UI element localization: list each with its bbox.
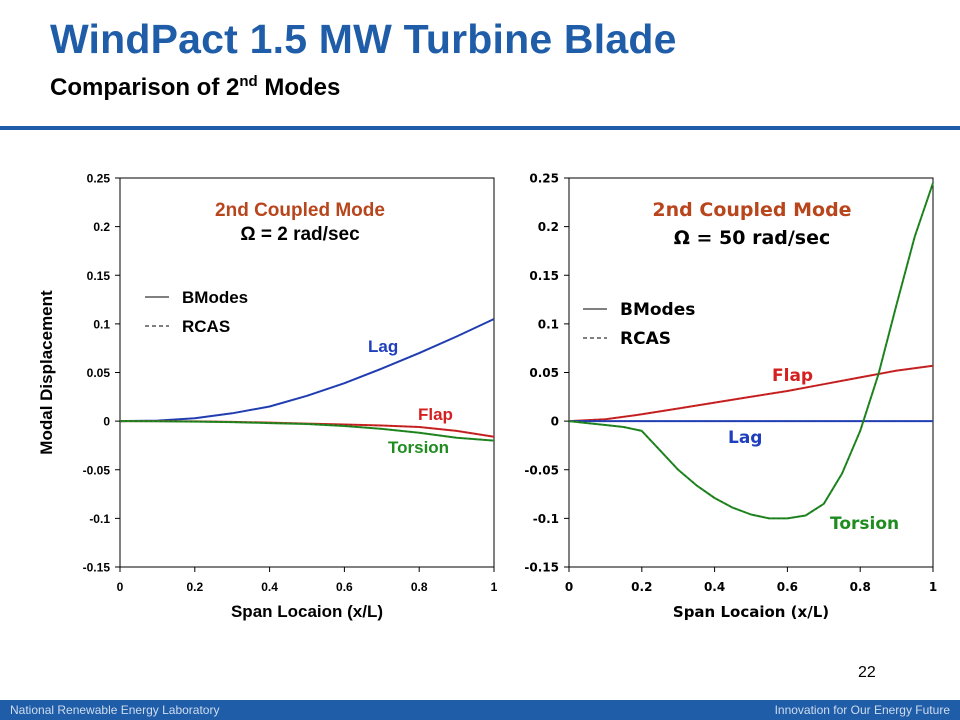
series-label-lag: Lag — [728, 428, 762, 448]
x-axis-label: Span Locaion (x/L) — [673, 603, 829, 621]
chart-subtitle: Ω = 2 rad/sec — [240, 224, 360, 245]
x-tick-label: 0.8 — [850, 580, 871, 594]
y-axis-label: Modal Displacement — [37, 290, 56, 455]
x-tick-label: 0 — [117, 580, 124, 594]
series-label-torsion: Torsion — [388, 438, 449, 457]
y-tick-label: -0.05 — [524, 463, 559, 477]
x-tick-label: 0.2 — [631, 580, 652, 594]
chart-subtitle: Ω = 50 rad/sec — [674, 227, 831, 249]
slide-subtitle: Comparison of 2nd Modes — [50, 74, 340, 102]
footer-bar: National Renewable Energy Laboratory Inn… — [0, 700, 960, 720]
x-tick-label: 1 — [929, 580, 937, 594]
y-tick-label: 0 — [103, 415, 110, 429]
series-line-rcas-torsion — [568, 182, 934, 519]
y-tick-label: 0.2 — [538, 220, 559, 234]
legend-label-rcas: RCAS — [182, 317, 230, 336]
x-tick-label: 0.2 — [186, 580, 203, 594]
series-label-flap: Flap — [772, 366, 813, 386]
chart-title: 2nd Coupled Mode — [215, 200, 385, 221]
chart-title: 2nd Coupled Mode — [652, 199, 851, 221]
y-tick-label: -0.1 — [533, 512, 559, 526]
y-tick-label: 0.15 — [529, 269, 559, 283]
y-tick-label: -0.15 — [524, 561, 559, 575]
y-tick-label: 0.15 — [87, 269, 111, 283]
x-tick-label: 0 — [565, 580, 573, 594]
x-tick-label: 0.6 — [336, 580, 353, 594]
slide-title: WindPact 1.5 MW Turbine Blade — [50, 16, 677, 62]
subtitle-superscript: nd — [239, 73, 258, 90]
footer-tagline: Innovation for Our Energy Future — [774, 703, 950, 717]
y-tick-label: 0.2 — [93, 220, 110, 234]
x-tick-label: 0.4 — [704, 580, 725, 594]
y-tick-label: 0.1 — [538, 317, 559, 331]
legend-label-bmodes: BModes — [620, 300, 695, 320]
series-line-torsion — [119, 420, 495, 442]
legend-label-bmodes: BModes — [182, 288, 248, 307]
subtitle-rest: Modes — [257, 74, 341, 101]
footer-organization: National Renewable Energy Laboratory — [10, 703, 220, 717]
x-axis-label: Span Locaion (x/L) — [231, 602, 383, 621]
series-label-lag: Lag — [368, 337, 398, 356]
x-tick-label: 0.4 — [261, 580, 278, 594]
series-label-torsion: Torsion — [830, 514, 899, 534]
y-tick-label: 0.25 — [87, 172, 111, 186]
y-tick-label: 0.05 — [529, 366, 559, 380]
y-tick-label: 0.25 — [529, 172, 559, 186]
chart-omega-50: 0.25 0.2 0.15 0.1 0.05 0 -0.05 -0.1 -0.15 0 0.2 0.4… — [500, 140, 960, 640]
chart-omega-2-svg: 0.25 0.2 0.15 0.1 0.05 0 -0.05 -0.1 -0.15 0 0.2 0.4… — [37, 172, 498, 622]
y-tick-label: 0 — [551, 415, 559, 429]
y-tick-label: -0.05 — [83, 463, 111, 477]
series-line-lag — [119, 318, 495, 423]
subtitle-main: Comparison of 2 — [50, 74, 240, 101]
page-number: 22 — [858, 664, 876, 681]
x-tick-label: 1 — [491, 580, 498, 594]
legend-label-rcas: RCAS — [620, 329, 671, 349]
y-tick-label: -0.15 — [83, 561, 111, 575]
y-tick-label: 0.05 — [87, 366, 111, 380]
series-line-rcas-flap — [120, 420, 495, 438]
series-line-rcas-flap — [568, 365, 934, 422]
x-tick-label: 0.6 — [777, 580, 798, 594]
series-label-flap: Flap — [418, 405, 453, 424]
chart-omega-50-svg: 0.25 0.2 0.15 0.1 0.05 0 -0.05 -0.1 -0.15 0 0.2 0.4… — [524, 172, 937, 622]
x-tick-label: 0.8 — [411, 580, 428, 594]
title-rule — [0, 126, 960, 130]
y-tick-label: 0.1 — [93, 317, 110, 331]
chart-omega-2: 0.25 0.2 0.15 0.1 0.05 0 -0.05 -0.1 -0.15 0 0.2 0.4… — [0, 140, 500, 640]
y-tick-label: -0.1 — [89, 512, 110, 526]
